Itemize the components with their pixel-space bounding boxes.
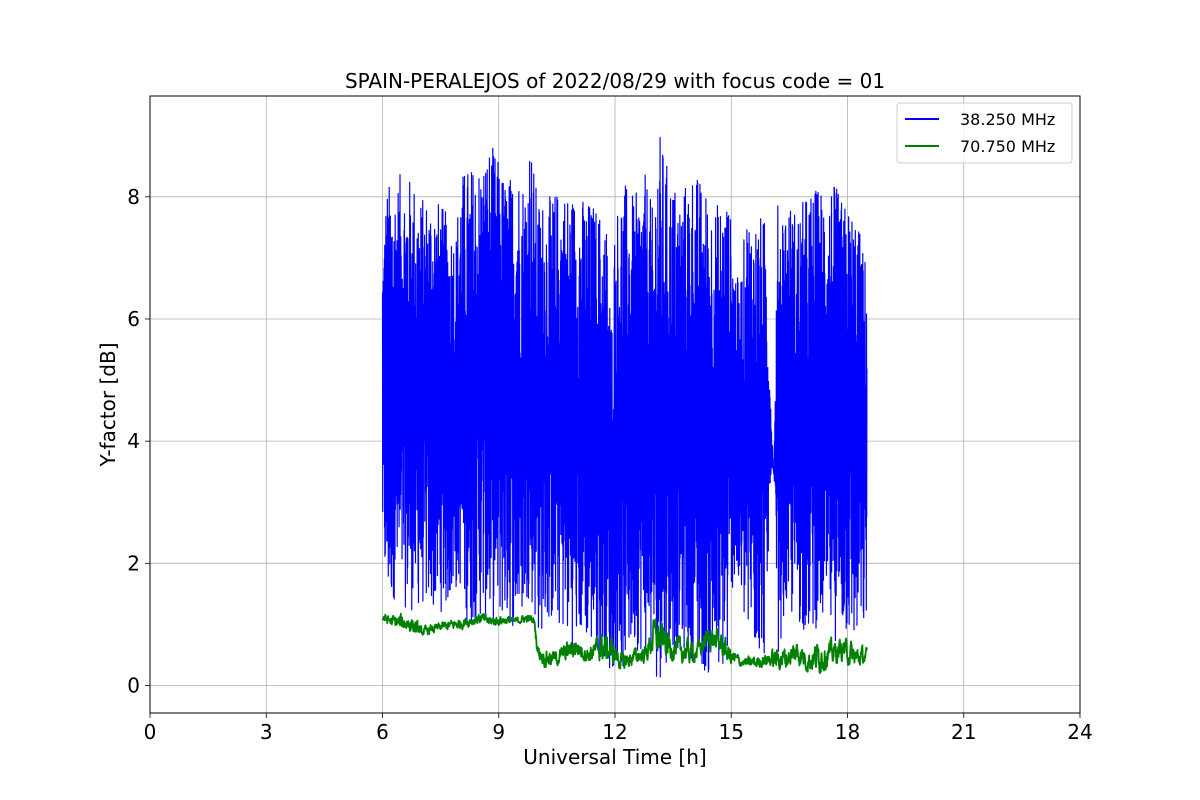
y-tick-label: 4 — [127, 429, 140, 453]
y-axis-title: Y-factor [dB] — [96, 342, 120, 467]
x-tick-label: 21 — [951, 720, 976, 744]
y-tick-label: 8 — [127, 185, 140, 209]
x-tick-label: 12 — [602, 720, 627, 744]
x-tick-label: 3 — [260, 720, 273, 744]
legend-box — [896, 102, 1073, 164]
y-tick-label: 6 — [127, 307, 140, 331]
x-tick-label: 9 — [492, 720, 505, 744]
series-layer — [381, 137, 868, 678]
x-axis-title: Universal Time [h] — [523, 745, 706, 769]
series-line-70750 — [381, 612, 868, 675]
x-tick-label: 6 — [376, 720, 389, 744]
x-tick-label: 15 — [719, 720, 744, 744]
x-tick-label: 24 — [1067, 720, 1092, 744]
x-tick-label: 0 — [144, 720, 157, 744]
x-tick-label: 18 — [835, 720, 860, 744]
legend-label-70750: 70.750 MHz — [960, 137, 1055, 156]
y-tick-label: 0 — [127, 674, 140, 698]
legend: 38.250 MHz 70.750 MHz — [896, 102, 1073, 164]
legend-label-38250: 38.250 MHz — [960, 110, 1055, 129]
y-tick-label: 2 — [127, 551, 140, 575]
series-line-38250 — [381, 137, 868, 678]
chart-title: SPAIN-PERALEJOS of 2022/08/29 with focus… — [345, 69, 885, 93]
